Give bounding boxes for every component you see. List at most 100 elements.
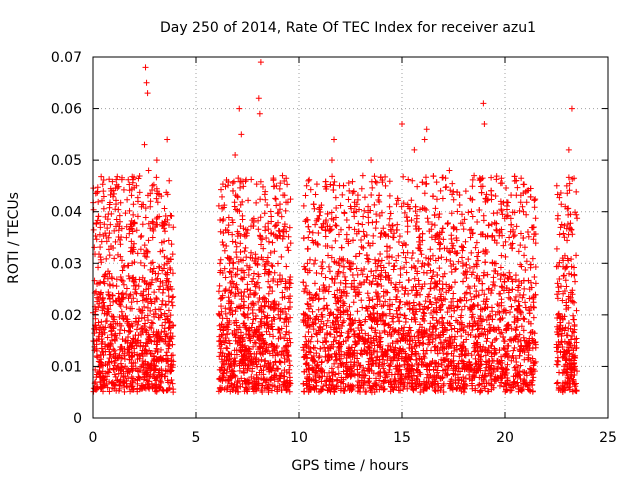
data-point <box>265 381 272 388</box>
data-point <box>152 366 159 373</box>
data-point <box>503 185 510 192</box>
data-point <box>284 199 291 206</box>
data-point <box>271 248 278 255</box>
data-point <box>346 224 353 231</box>
data-point <box>152 310 159 317</box>
data-point <box>95 213 102 220</box>
data-point <box>138 382 145 389</box>
data-point <box>318 270 325 277</box>
data-point <box>563 283 570 290</box>
data-point <box>148 325 155 332</box>
data-point <box>95 304 102 311</box>
data-point <box>154 199 161 206</box>
data-point <box>391 262 398 269</box>
data-point <box>155 306 162 313</box>
data-point <box>262 188 269 195</box>
data-point <box>126 230 133 237</box>
data-point <box>130 277 137 284</box>
data-point <box>269 326 276 333</box>
data-point <box>345 179 352 186</box>
data-point <box>169 352 176 359</box>
data-point <box>282 207 289 214</box>
data-point <box>157 378 164 385</box>
data-point <box>153 215 160 222</box>
data-point <box>531 304 538 311</box>
data-point <box>267 305 274 312</box>
data-point <box>118 276 125 283</box>
data-point <box>141 242 148 249</box>
data-point <box>231 319 238 326</box>
data-point <box>465 256 472 263</box>
data-point <box>283 263 290 270</box>
data-point <box>169 302 176 309</box>
data-point <box>461 303 468 310</box>
data-point <box>424 215 431 222</box>
data-point <box>255 358 262 365</box>
data-point <box>255 326 262 333</box>
data-point <box>168 241 175 248</box>
data-point <box>229 368 236 375</box>
data-point <box>361 194 368 201</box>
data-point <box>450 188 457 195</box>
data-point <box>233 281 240 288</box>
data-point <box>259 389 266 396</box>
data-point <box>153 381 160 388</box>
data-point <box>124 383 131 390</box>
data-point <box>117 274 124 281</box>
data-point <box>103 238 110 245</box>
data-point <box>521 285 528 292</box>
data-point <box>142 205 149 212</box>
data-point <box>273 202 280 209</box>
data-point <box>347 266 354 273</box>
data-point <box>340 263 347 270</box>
data-point <box>106 355 113 362</box>
data-point <box>268 213 275 220</box>
data-point <box>515 302 522 309</box>
data-point <box>409 177 416 184</box>
data-point <box>152 223 159 230</box>
data-point <box>245 197 252 204</box>
data-point <box>125 295 132 302</box>
data-point <box>474 302 481 309</box>
data-point <box>107 343 114 350</box>
data-point <box>246 348 253 355</box>
data-point <box>156 367 163 374</box>
data-point <box>222 183 229 190</box>
data-point <box>229 231 236 238</box>
data-point <box>457 297 464 304</box>
data-point <box>564 237 571 244</box>
data-point <box>286 224 293 231</box>
data-point <box>225 214 232 221</box>
data-point <box>257 304 264 311</box>
data-point <box>113 335 120 342</box>
data-point <box>482 259 489 266</box>
data-point <box>397 272 404 278</box>
data-point <box>153 294 160 301</box>
data-point <box>281 223 288 230</box>
data-point <box>253 354 260 361</box>
data-point <box>91 325 98 332</box>
data-point <box>229 217 236 224</box>
data-point <box>112 337 119 344</box>
data-point <box>147 190 154 197</box>
data-point <box>331 291 338 298</box>
data-point <box>310 201 317 208</box>
data-point <box>228 351 235 358</box>
data-point <box>165 342 172 349</box>
data-point <box>372 256 378 263</box>
data-point <box>112 332 119 339</box>
data-point <box>226 268 233 275</box>
data-point <box>421 190 428 197</box>
data-point <box>162 213 169 220</box>
data-point <box>454 208 461 215</box>
data-point <box>522 299 529 306</box>
data-point <box>309 308 316 315</box>
data-point <box>165 386 172 393</box>
data-point <box>394 226 401 233</box>
data-point <box>145 291 152 298</box>
data-point <box>343 217 350 224</box>
data-point <box>141 303 148 310</box>
data-point <box>161 373 168 380</box>
data-point <box>100 299 107 306</box>
data-point <box>243 230 250 237</box>
